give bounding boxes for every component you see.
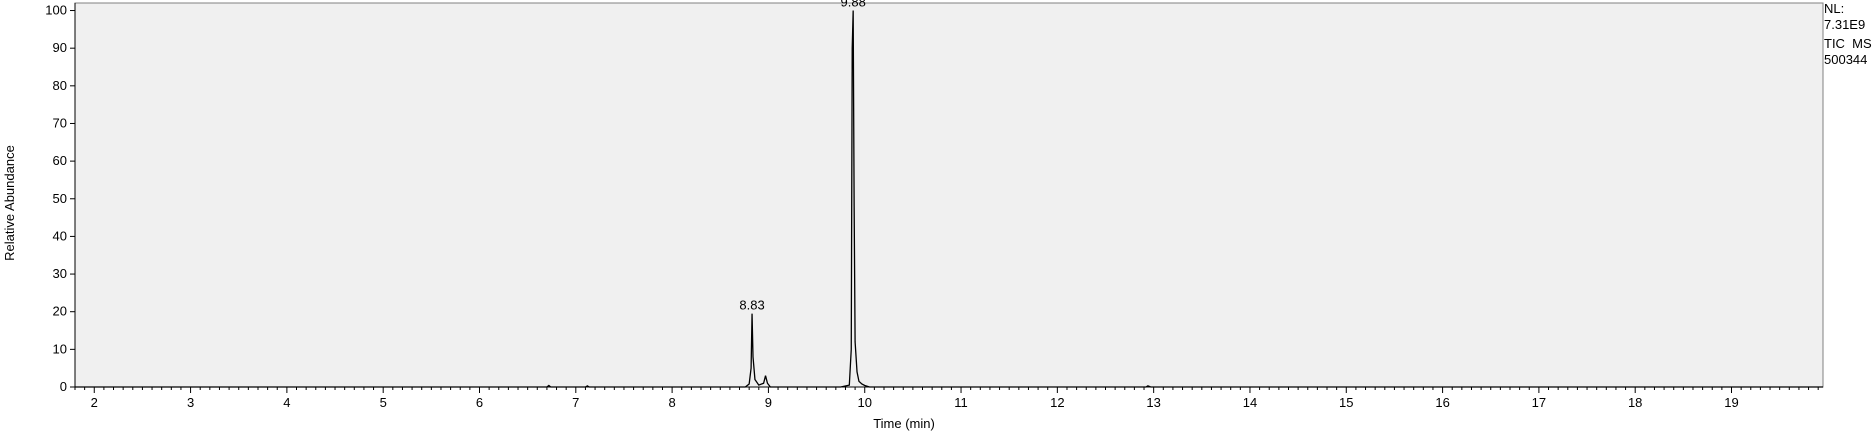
y-tick-label: 50 xyxy=(53,191,67,206)
y-tick-label: 70 xyxy=(53,115,67,130)
x-tick-label: 15 xyxy=(1339,395,1353,410)
y-tick-label: 60 xyxy=(53,153,67,168)
x-tick-label: 5 xyxy=(380,395,387,410)
y-tick-label: 80 xyxy=(53,78,67,93)
x-tick-label: 4 xyxy=(283,395,290,410)
x-tick-label: 18 xyxy=(1628,395,1642,410)
y-tick-label: 40 xyxy=(53,228,67,243)
peak-label: 8.83 xyxy=(739,298,764,313)
y-axis: 0 10 20 30 40 50 60 70 80 90 100 xyxy=(45,3,76,394)
info-nl-value: 7.31E9 xyxy=(1824,17,1866,32)
y-tick-label: 100 xyxy=(45,3,67,18)
x-tick-label: 2 xyxy=(91,395,98,410)
peak-labels: 8.83 9.88 xyxy=(739,0,865,313)
y-tick-label: 0 xyxy=(60,379,67,394)
x-tick-label: 13 xyxy=(1146,395,1160,410)
x-tick-label: 9 xyxy=(765,395,772,410)
y-tick-label: 90 xyxy=(53,40,67,55)
x-tick-label: 17 xyxy=(1532,395,1546,410)
x-tick-label: 16 xyxy=(1435,395,1449,410)
x-tick-label: 10 xyxy=(857,395,871,410)
x-axis: 2 3 4 5 6 7 8 9 10 11 12 13 14 15 16 17 18 19 xyxy=(74,386,1823,410)
info-sample-id: 500344 xyxy=(1824,52,1868,67)
info-nl-label: NL: xyxy=(1824,1,1845,16)
x-tick-label: 6 xyxy=(476,395,483,410)
x-tick-label: 8 xyxy=(668,395,675,410)
y-axis-label: Relative Abundance xyxy=(2,145,17,261)
x-tick-label: 12 xyxy=(1050,395,1064,410)
y-tick-label: 10 xyxy=(53,341,67,356)
x-axis-label: Time (min) xyxy=(873,416,935,431)
tic-trace xyxy=(75,10,1823,388)
info-scan-type: TIC MS xyxy=(1824,36,1872,51)
y-tick-label: 30 xyxy=(53,266,67,281)
x-tick-label: 3 xyxy=(187,395,194,410)
x-tick-label: 7 xyxy=(572,395,579,410)
plot-area xyxy=(74,2,1824,388)
x-tick-label: 14 xyxy=(1243,395,1257,410)
x-tick-label: 19 xyxy=(1724,395,1738,410)
y-tick-label: 20 xyxy=(53,304,67,319)
x-tick-label: 11 xyxy=(954,395,968,410)
peak-label: 9.88 xyxy=(841,0,866,10)
